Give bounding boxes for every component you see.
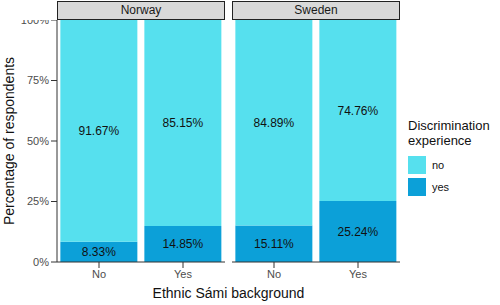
svg-text:91.67%: 91.67% xyxy=(79,124,120,138)
html-text:no: no xyxy=(432,159,445,171)
svg-text:Yes: Yes xyxy=(349,268,367,280)
svg-text:84.89%: 84.89% xyxy=(254,116,295,130)
svg-text:85.15%: 85.15% xyxy=(163,116,204,130)
svg-text:50%: 50% xyxy=(27,135,49,147)
svg-text:75%: 75% xyxy=(27,74,49,86)
html-text:Discrimination experience: Discrimination experience xyxy=(408,118,490,148)
svg-text:8.33%: 8.33% xyxy=(82,245,116,259)
svg-text:14.85%: 14.85% xyxy=(163,237,204,251)
svg-text:Yes: Yes xyxy=(174,268,192,280)
html-text:Ethnic Sámi background: Ethnic Sámi background xyxy=(152,285,305,301)
svg-text:25.24%: 25.24% xyxy=(338,225,379,239)
svg-text:No: No xyxy=(92,268,106,280)
svg-text:100%: 100% xyxy=(21,20,49,26)
svg-text:Percentage of respondents: Percentage of respondents xyxy=(8,57,17,225)
svg-text:15.11%: 15.11% xyxy=(254,237,294,251)
svg-text:74.76%: 74.76% xyxy=(338,104,379,118)
html-text:yes: yes xyxy=(432,181,450,193)
html-text:Sweden: Sweden xyxy=(294,3,338,17)
svg-text:25%: 25% xyxy=(27,195,49,207)
svg-text:0%: 0% xyxy=(33,256,49,268)
html-text:Norway: Norway xyxy=(120,3,162,17)
svg-text:No: No xyxy=(267,268,281,280)
